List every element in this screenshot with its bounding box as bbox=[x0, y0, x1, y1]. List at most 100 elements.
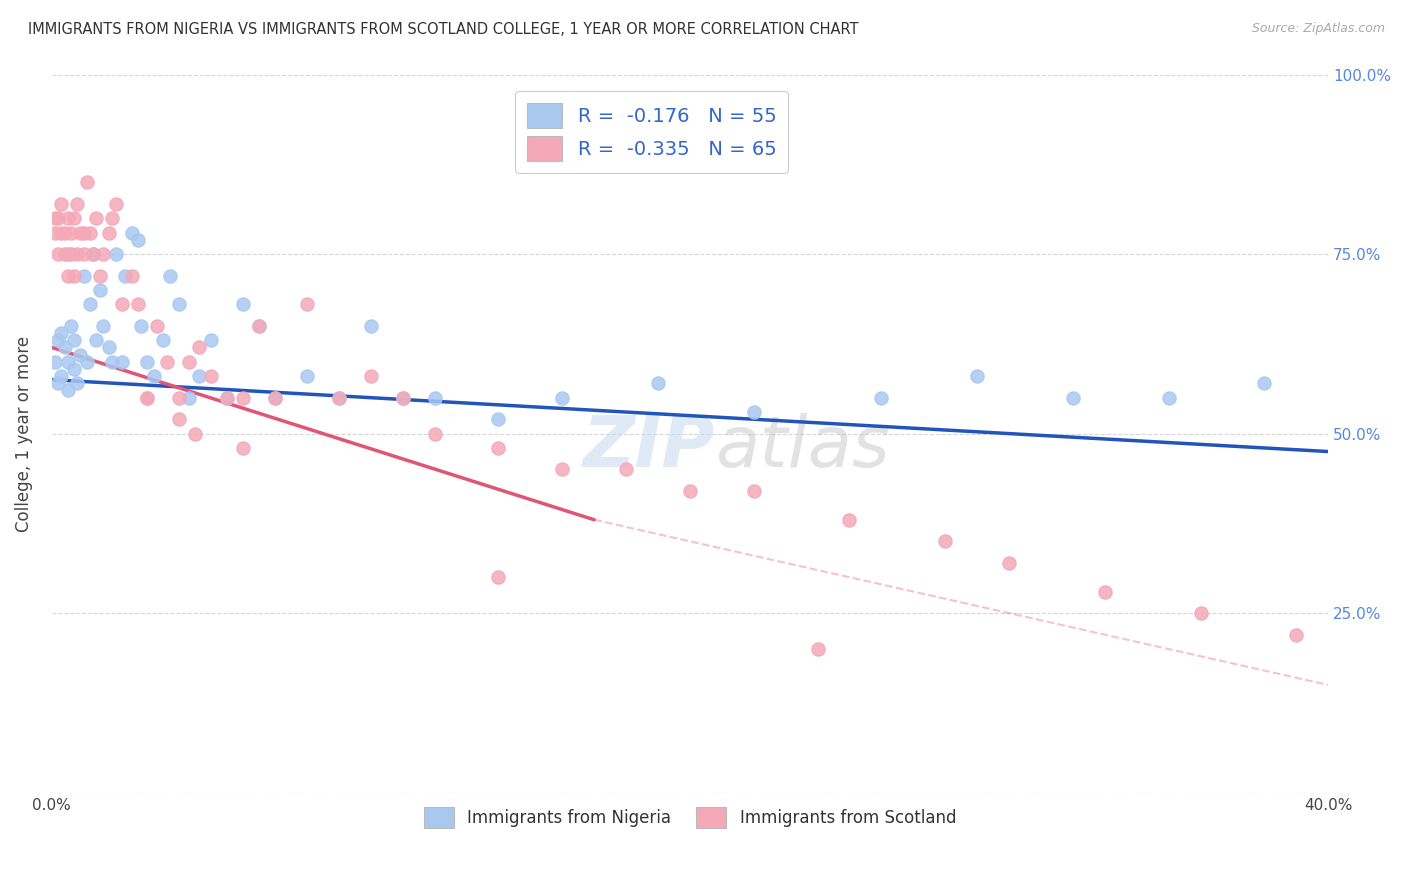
Point bbox=[53, 340, 76, 354]
Point bbox=[1189, 606, 1212, 620]
Point bbox=[264, 391, 287, 405]
Point bbox=[51, 226, 73, 240]
Point bbox=[423, 391, 446, 405]
Point bbox=[966, 369, 988, 384]
Point bbox=[295, 369, 318, 384]
Point bbox=[69, 348, 91, 362]
Point bbox=[51, 196, 73, 211]
Text: atlas: atlas bbox=[716, 414, 890, 483]
Point bbox=[44, 211, 66, 226]
Point bbox=[169, 412, 191, 426]
Point bbox=[156, 355, 179, 369]
Point bbox=[136, 355, 159, 369]
Point bbox=[998, 556, 1021, 570]
Point bbox=[200, 369, 222, 384]
Point bbox=[742, 483, 765, 498]
Point bbox=[76, 355, 98, 369]
Point bbox=[136, 391, 159, 405]
Point bbox=[870, 391, 893, 405]
Point bbox=[1094, 584, 1116, 599]
Point bbox=[104, 247, 127, 261]
Point bbox=[328, 391, 350, 405]
Point bbox=[129, 318, 152, 333]
Point bbox=[264, 391, 287, 405]
Point bbox=[63, 362, 86, 376]
Point bbox=[295, 297, 318, 311]
Point bbox=[806, 642, 828, 657]
Point bbox=[360, 318, 382, 333]
Point bbox=[98, 340, 121, 354]
Point bbox=[551, 391, 574, 405]
Point bbox=[232, 297, 254, 311]
Point bbox=[679, 483, 702, 498]
Point bbox=[89, 283, 111, 297]
Point bbox=[59, 318, 82, 333]
Point bbox=[114, 268, 136, 283]
Point bbox=[51, 369, 73, 384]
Point bbox=[44, 226, 66, 240]
Point bbox=[79, 226, 101, 240]
Point bbox=[91, 247, 114, 261]
Point bbox=[44, 355, 66, 369]
Point bbox=[360, 369, 382, 384]
Point bbox=[647, 376, 669, 391]
Point bbox=[104, 196, 127, 211]
Point bbox=[76, 175, 98, 189]
Point bbox=[86, 333, 108, 347]
Point bbox=[66, 376, 89, 391]
Point bbox=[121, 226, 143, 240]
Point bbox=[391, 391, 413, 405]
Point bbox=[53, 226, 76, 240]
Point bbox=[51, 326, 73, 340]
Point bbox=[46, 211, 69, 226]
Point bbox=[63, 268, 86, 283]
Point bbox=[232, 441, 254, 455]
Point bbox=[169, 297, 191, 311]
Text: IMMIGRANTS FROM NIGERIA VS IMMIGRANTS FROM SCOTLAND COLLEGE, 1 YEAR OR MORE CORR: IMMIGRANTS FROM NIGERIA VS IMMIGRANTS FR… bbox=[28, 22, 859, 37]
Point bbox=[169, 391, 191, 405]
Point bbox=[63, 333, 86, 347]
Point bbox=[217, 391, 239, 405]
Point bbox=[53, 247, 76, 261]
Point bbox=[73, 226, 96, 240]
Y-axis label: College, 1 year or more: College, 1 year or more bbox=[15, 335, 32, 532]
Point bbox=[73, 247, 96, 261]
Point bbox=[142, 369, 165, 384]
Point bbox=[187, 369, 209, 384]
Point bbox=[127, 233, 149, 247]
Point bbox=[136, 391, 159, 405]
Point bbox=[86, 211, 108, 226]
Point bbox=[152, 333, 174, 347]
Point bbox=[177, 355, 200, 369]
Point bbox=[177, 391, 200, 405]
Point bbox=[551, 462, 574, 476]
Point bbox=[217, 391, 239, 405]
Point bbox=[1157, 391, 1180, 405]
Point bbox=[934, 534, 956, 549]
Point bbox=[46, 333, 69, 347]
Point bbox=[232, 391, 254, 405]
Point bbox=[56, 355, 79, 369]
Point bbox=[89, 268, 111, 283]
Point bbox=[159, 268, 181, 283]
Point bbox=[742, 405, 765, 419]
Point bbox=[69, 226, 91, 240]
Point bbox=[146, 318, 169, 333]
Point bbox=[121, 268, 143, 283]
Point bbox=[328, 391, 350, 405]
Point bbox=[56, 211, 79, 226]
Point bbox=[200, 333, 222, 347]
Point bbox=[101, 211, 124, 226]
Point bbox=[1062, 391, 1084, 405]
Point bbox=[73, 268, 96, 283]
Point bbox=[1253, 376, 1275, 391]
Point bbox=[46, 376, 69, 391]
Point bbox=[98, 226, 121, 240]
Legend: Immigrants from Nigeria, Immigrants from Scotland: Immigrants from Nigeria, Immigrants from… bbox=[418, 800, 963, 835]
Point bbox=[56, 384, 79, 398]
Point bbox=[127, 297, 149, 311]
Point bbox=[184, 426, 207, 441]
Point bbox=[59, 247, 82, 261]
Point bbox=[101, 355, 124, 369]
Point bbox=[488, 570, 510, 584]
